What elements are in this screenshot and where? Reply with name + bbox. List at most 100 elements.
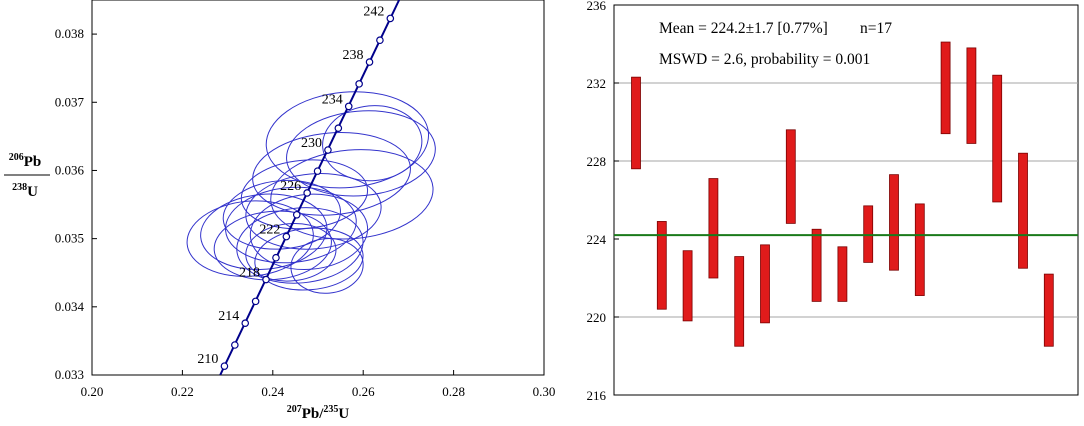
error-ellipse-4 [252, 132, 411, 216]
x-tick-label-1: 0.20 [81, 384, 104, 399]
concordia-age-label-242: 242 [363, 4, 384, 19]
ellipse-group [186, 91, 436, 294]
y-label-el1: Pb [24, 154, 42, 170]
y-tick-label-6: 0.038 [55, 26, 84, 41]
x-label-el1: Pb [302, 406, 320, 422]
error-bar-8 [811, 228, 822, 302]
y-label-iso1: 206 [9, 152, 24, 163]
concordia-tick-230 [324, 146, 332, 154]
error-ellipse-8 [222, 179, 341, 250]
concordia-x-axis: 0.20 0.22 0.24 0.26 0.28 0.30 [81, 370, 556, 399]
concordia-age-label-214: 214 [218, 309, 239, 324]
y-label-el2: U [27, 184, 38, 200]
y-label-numerator: 206Pb [9, 152, 42, 170]
error-bar-5 [734, 256, 745, 347]
concordia-tick-210 [220, 362, 229, 370]
error-bar-6 [760, 244, 770, 324]
mean-annotation: Mean = 224.2±1.7 [0.77%] n=17 [659, 20, 892, 37]
concordia-chart: 210 214 218 222 226 230 234 238 242 0.20 0.22 0.24… [4, 0, 555, 422]
error-ellipse-11 [186, 200, 314, 277]
concordia-curve-group [219, 0, 401, 375]
error-ellipse-16 [245, 222, 337, 282]
concordia-tick-212 [231, 341, 239, 349]
concordia-tick-226 [303, 189, 311, 197]
error-bar-3 [682, 250, 693, 322]
x-tick-label-2: 0.22 [171, 384, 194, 399]
error-ellipse-12 [213, 210, 332, 281]
weighted-mean-y-axis: 216 220 224 228 232 236 [587, 0, 619, 403]
right-y-tick-label-5: 232 [587, 76, 607, 91]
right-y-tick-label-6: 236 [587, 0, 607, 13]
concordia-tick-238 [365, 58, 374, 66]
concordia-age-label-222: 222 [259, 223, 280, 238]
concordia-tick-214 [241, 319, 250, 327]
mean-annotation-n: n=17 [860, 20, 892, 37]
error-ellipse-2 [286, 110, 436, 197]
error-bar-group [631, 41, 1054, 347]
error-bar-15 [992, 74, 1003, 203]
error-bar-16 [1018, 152, 1028, 269]
concordia-tick-242 [386, 14, 395, 23]
concordia-tick-222 [282, 232, 291, 241]
error-bar-17 [1043, 273, 1054, 347]
concordia-tick-224 [292, 210, 301, 219]
x-label-el2: U [338, 406, 349, 422]
concordia-age-label-230: 230 [301, 136, 322, 151]
concordia-tick-218 [262, 275, 270, 284]
error-bar-12 [914, 203, 925, 296]
x-label-iso2: 235 [323, 404, 338, 415]
error-ellipse-13 [236, 207, 364, 284]
error-ellipse-10 [200, 193, 328, 271]
concordia-tick-232 [334, 124, 343, 132]
error-bar-14 [966, 47, 977, 144]
x-tick-label-4: 0.26 [352, 384, 375, 399]
concordia-age-label-group: 210 214 218 222 226 230 234 238 242 [197, 4, 384, 367]
weighted-mean-chart: 216 220 224 228 232 236 Mean = 224.2±1.7 [0.7… [587, 0, 1079, 403]
concordia-tick-234 [344, 102, 353, 111]
x-label-sep: / [318, 406, 324, 422]
concordia-tick-228 [313, 167, 322, 175]
concordia-age-label-218: 218 [239, 266, 260, 281]
error-bar-7 [785, 129, 796, 224]
concordia-x-axis-label: 207Pb/235U [287, 404, 350, 422]
x-tick-label-5: 0.28 [442, 384, 465, 399]
error-bar-11 [889, 174, 899, 271]
x-tick-label-6: 0.30 [533, 384, 556, 399]
concordia-tick-220 [272, 253, 280, 262]
right-y-tick-label-4: 228 [587, 154, 607, 169]
x-label-iso1: 207 [287, 404, 302, 415]
y-tick-label-1: 0.033 [55, 367, 84, 382]
error-bar-4 [708, 178, 719, 279]
y-tick-label-3: 0.035 [55, 231, 84, 246]
error-ellipse-14 [254, 227, 364, 291]
y-label-denominator: 238U [12, 182, 38, 200]
concordia-y-axis-label: 206Pb 238U [4, 152, 50, 200]
mswd-annotation: MSWD = 2.6, probability = 0.001 [659, 51, 870, 68]
y-tick-label-2: 0.034 [55, 299, 85, 314]
concordia-tick-240 [376, 36, 384, 45]
mean-annotation-value: Mean = 224.2±1.7 [0.77%] [659, 20, 828, 37]
right-y-tick-label-1: 216 [587, 388, 607, 403]
y-tick-label-4: 0.036 [55, 162, 85, 177]
right-y-tick-label-2: 220 [587, 310, 607, 325]
error-ellipse-9 [225, 186, 357, 264]
concordia-age-label-238: 238 [343, 48, 364, 63]
y-label-iso2: 238 [12, 182, 27, 193]
concordia-age-label-210: 210 [197, 352, 218, 367]
concordia-age-label-234: 234 [322, 92, 343, 107]
concordia-age-label-226: 226 [280, 179, 301, 194]
error-ellipse-3 [322, 105, 423, 182]
error-ellipse-1 [265, 91, 430, 189]
concordia-y-axis: 0.033 0.034 0.035 0.036 0.037 0.038 [55, 26, 97, 382]
error-bar-13 [940, 41, 951, 135]
y-tick-label-5: 0.037 [55, 94, 85, 109]
error-bar-9 [837, 246, 848, 302]
error-bar-2 [656, 221, 667, 310]
concordia-plot-frame [91, 0, 545, 376]
concordia-tick-216 [251, 297, 260, 306]
right-y-tick-label-3: 224 [587, 232, 607, 247]
concordia-tick-236 [355, 80, 363, 88]
error-bar-1 [631, 76, 641, 170]
x-tick-label-3: 0.24 [261, 384, 284, 399]
